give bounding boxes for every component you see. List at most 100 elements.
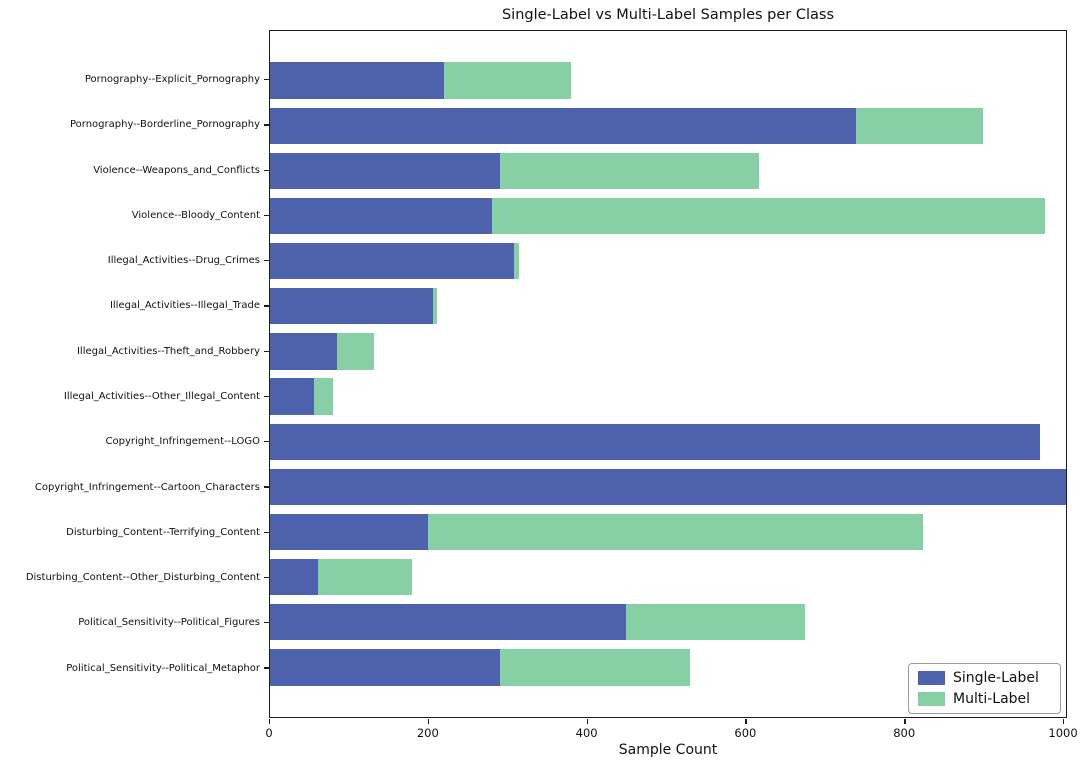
bar-segment-multi-label [317,558,412,596]
y-axis-row: Illegal_Activities--Theft_and_Robbery [0,329,269,374]
bar-segment-multi-label [626,604,805,641]
bar-stack [270,107,1066,144]
legend-swatch [918,692,945,706]
y-tick-mark [264,260,269,262]
bar-segment-single-label [270,242,514,280]
bar-segment-multi-label [337,333,374,370]
bar-row [270,103,1066,148]
bar-segment-multi-label [444,62,571,99]
plot-area [269,30,1067,718]
legend-entry: Multi-Label [918,691,1051,707]
y-tick-mark [264,486,269,488]
bar-row [270,555,1066,600]
bar-segment-multi-label [499,152,760,189]
bar-segment-multi-label [314,378,334,415]
bar-segment-single-label [270,558,318,596]
bar-segment-single-label [270,107,857,144]
x-tick-mark [586,719,588,724]
bar-row [270,419,1066,464]
y-axis-row: Copyright_Infringement--LOGO [0,419,269,464]
y-axis-label: Political_Sensitivity--Political_Metapho… [66,662,260,674]
x-axis: 0 200 400 600 800 1000 [265,718,1078,758]
bar-segment-single-label [270,333,338,370]
bar-stack [270,468,1066,505]
y-axis-row: Violence--Bloody_Content [0,193,269,238]
y-tick-mark [264,667,269,669]
bar-row [270,193,1066,238]
y-axis-label: Disturbing_Content--Other_Disturbing_Con… [25,572,260,584]
bar-row [270,58,1066,103]
bar-row [270,284,1066,329]
y-axis-label: Illegal_Activities--Drug_Crimes [107,255,260,267]
y-axis-row: Pornography--Borderline_Pornography [0,102,269,147]
x-tick-mark [269,719,271,724]
x-axis-title: Sample Count [618,742,718,758]
legend-label: Single-Label [953,670,1039,686]
bar-row [270,600,1066,645]
bar-row [270,329,1066,374]
bar-segment-single-label [270,152,500,189]
bar-segment-single-label [270,378,315,415]
bar-segment-single-label [270,468,1066,505]
y-tick-mark [264,395,269,398]
x-tick-mark [1063,719,1065,724]
bar-segment-single-label [270,604,627,641]
x-tick-mark [745,719,747,724]
bar-segment-multi-label [856,107,983,144]
bars-area [270,31,1066,717]
x-tick-label: 400 [575,726,598,740]
y-tick-mark [264,531,269,533]
y-axis-row: Copyright_Infringement--Cartoon_Characte… [0,464,269,509]
y-axis-label: Disturbing_Content--Terrifying_Content [66,526,260,538]
x-tick-mark [427,719,430,724]
y-axis-label: Pornography--Explicit_Pornography [84,74,260,86]
y-tick-mark [264,214,269,217]
bar-stack [270,152,1066,189]
bar-stack [270,333,1066,370]
y-axis-label: Violence--Bloody_Content [131,209,260,221]
y-axis-label: Illegal_Activities--Other_Illegal_Conten… [63,390,260,402]
bar-segment-multi-label [428,513,923,551]
x-tick-mark [904,719,906,724]
bar-stack [270,558,1066,596]
y-tick-mark [264,441,269,443]
y-axis-row: Political_Sensitivity--Political_Figures [0,600,269,645]
y-axis-row: Pornography--Explicit_Pornography [0,57,269,102]
bar-segment-single-label [270,288,434,325]
y-axis: Pornography--Explicit_Pornography Pornogr… [0,30,269,718]
y-axis-row: Disturbing_Content--Terrifying_Content [0,510,269,555]
bar-row [270,464,1066,509]
bar-segment-single-label [270,649,500,686]
y-axis-label: Illegal_Activities--Illegal_Trade [109,300,260,312]
x-tick-label: 600 [734,726,757,740]
x-tick-label: 800 [893,726,916,740]
y-axis-label: Copyright_Infringement--Cartoon_Characte… [34,481,260,493]
y-axis-row: Disturbing_Content--Other_Disturbing_Con… [0,555,269,600]
bar-segment-single-label [270,513,429,551]
bar-stack [270,649,1066,686]
x-tick-label: 200 [416,726,439,740]
bar-segment-single-label [270,197,492,235]
y-axis-row: Violence--Weapons_and_Conflicts [0,148,269,193]
y-tick-mark [264,350,269,352]
y-axis-label: Political_Sensitivity--Political_Figures [78,617,260,629]
x-tick-label: 0 [265,726,273,740]
y-tick-mark [264,124,269,126]
bar-stack [270,242,1066,280]
bar-segment-multi-label [513,242,519,280]
y-axis-label: Violence--Weapons_and_Conflicts [93,164,260,176]
bar-row [270,374,1066,419]
bar-stack [270,197,1066,235]
bar-stack [270,378,1066,415]
bar-row [270,645,1066,690]
bar-stack [270,604,1066,641]
y-axis-label: Pornography--Borderline_Pornography [69,119,260,131]
bar-segment-multi-label [491,197,1045,235]
bar-row [270,148,1066,193]
y-axis-row: Illegal_Activities--Other_Illegal_Conten… [0,374,269,419]
y-tick-mark [264,78,269,81]
y-tick-mark [264,576,269,579]
bar-row [270,509,1066,554]
bar-segment-multi-label [499,649,690,686]
x-tick-label: 1000 [1048,726,1078,740]
